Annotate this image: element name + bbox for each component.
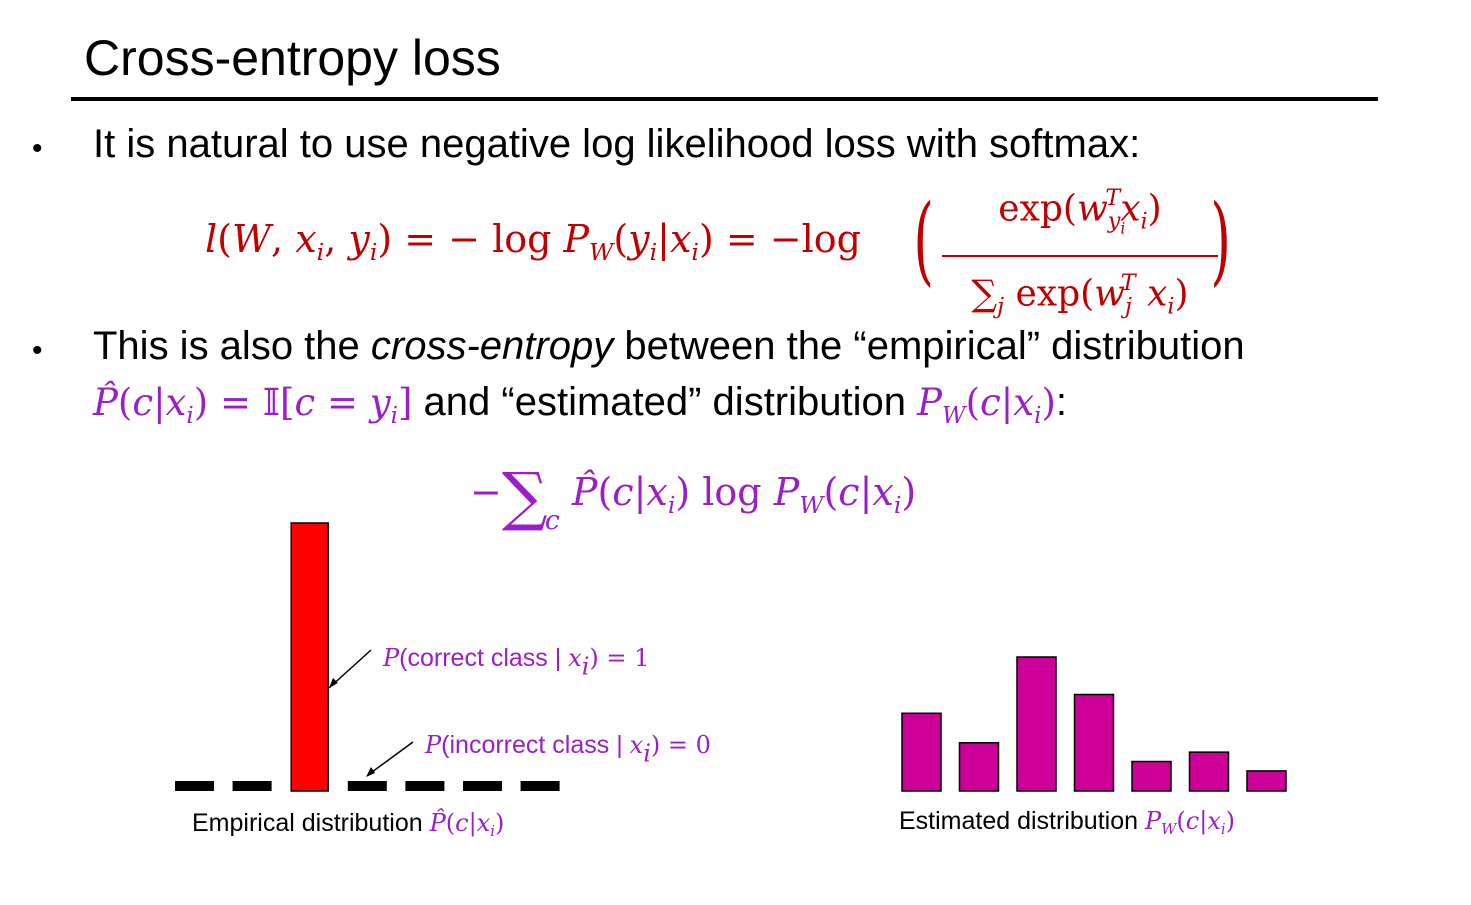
estimated-bar <box>1073 693 1115 792</box>
empirical-caption: Empirical distribution P̂(c|xi) <box>192 809 505 841</box>
cross-entropy-equation: −∑c P̂(c|xi) log PW(c|xi) <box>470 459 917 536</box>
estimated-caption: Estimated distribution PW(c|xi) <box>899 807 1236 839</box>
nll-loss-equation: l(W, xi, yi) = − log PW(yi|xi) = −log <box>205 217 861 267</box>
title-underline <box>71 97 1378 101</box>
estimated-bar <box>1016 656 1057 792</box>
empirical-bar <box>405 781 445 791</box>
estimated-chart <box>901 656 1287 792</box>
softmax-fraction: exp(wyiTxi) ∑j exp(wjT xi) <box>942 176 1218 328</box>
empirical-bar <box>290 522 329 792</box>
bullet-2-text-emphasis: cross-entropy <box>370 324 614 368</box>
correct-class-arrowhead <box>329 678 338 688</box>
empirical-bar <box>347 781 387 791</box>
correct-class-label: (correct class | <box>399 644 569 672</box>
annotation-arrows <box>328 649 414 777</box>
estimated-bar <box>958 742 1000 792</box>
bullet-2-text-end: : <box>1055 380 1068 424</box>
empirical-bar <box>463 781 502 791</box>
bullet-marker-2: • <box>32 334 43 367</box>
empirical-chart <box>175 522 560 792</box>
incorrect-class-arrow <box>367 741 414 776</box>
slide-title: Cross-entropy loss <box>84 30 501 86</box>
estimated-bar <box>1246 770 1287 792</box>
bullet-2-line-2: P̂(c|xi) = 𝕀[c = yi] and “estimated” dis… <box>93 379 1067 439</box>
estimated-bar <box>901 712 942 792</box>
bullet-2-text-pre: This is also the <box>93 324 371 368</box>
estimated-caption-text: Estimated distribution <box>899 807 1145 835</box>
estimated-bar <box>1131 760 1172 792</box>
incorrect-class-arrowhead <box>366 767 375 777</box>
bullet-marker-1: • <box>32 132 43 165</box>
correct-class-annotation: P(correct class | xi) = 1 <box>383 644 650 681</box>
estimated-formula: PW(c|xi) <box>917 381 1056 430</box>
empirical-bar <box>232 781 272 791</box>
estimated-bar <box>1188 751 1230 792</box>
correct-class-value: 1 <box>634 644 650 672</box>
right-big-paren: ) <box>1210 184 1232 296</box>
incorrect-class-annotation: P(incorrect class | xi) = 0 <box>425 731 711 768</box>
incorrect-class-value: 0 <box>695 731 711 759</box>
bullet-2-line-1: This is also the cross-entropy between t… <box>93 323 1245 369</box>
left-big-paren: ( <box>913 184 935 296</box>
bullet-2-text-mid: and “estimated” distribution <box>412 380 918 424</box>
empirical-caption-text: Empirical distribution <box>192 809 430 837</box>
bullet-1-text: It is natural to use negative log likeli… <box>93 122 1141 166</box>
bullet-2-text-post: between the “empirical” distribution <box>613 324 1245 368</box>
empirical-indicator-formula: P̂(c|xi) = 𝕀[c = yi] <box>93 381 413 430</box>
empirical-bar <box>175 781 214 791</box>
empirical-bar <box>520 781 560 791</box>
incorrect-class-label: (incorrect class | <box>441 731 630 759</box>
